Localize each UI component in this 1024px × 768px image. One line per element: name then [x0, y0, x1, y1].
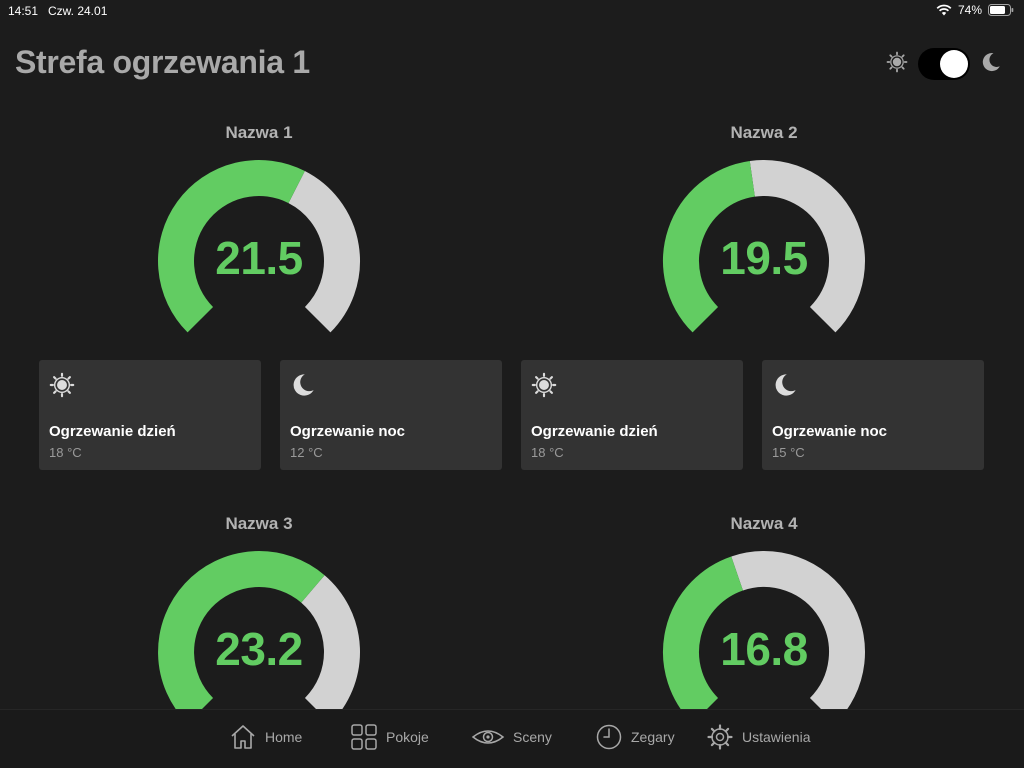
- gauge-name: Nazwa 4: [730, 514, 798, 533]
- battery-percent: 74%: [957, 3, 982, 17]
- gauge-value: 21.5: [215, 232, 303, 284]
- nav-label: Sceny: [513, 729, 552, 745]
- day-night-switch: [886, 48, 1002, 80]
- gauge-fill-arc: [158, 160, 305, 333]
- status-indicators: 74%: [936, 3, 1014, 17]
- status-time: 14:51: [8, 4, 39, 18]
- sun-icon: [49, 372, 75, 398]
- nav-label: Ustawienia: [742, 729, 811, 745]
- gauge-1[interactable]: Nazwa 1 21.5: [149, 123, 369, 337]
- card-heating-day-2[interactable]: Ogrzewanie dzień 18 °C: [521, 360, 743, 470]
- card-heating-day-1[interactable]: Ogrzewanie dzień 18 °C: [39, 360, 261, 470]
- nav-label: Home: [265, 729, 303, 745]
- nav-item-scenes[interactable]: Sceny: [471, 723, 552, 751]
- card-title: Ogrzewanie noc: [772, 423, 888, 440]
- moon-icon: [290, 372, 316, 398]
- card-title: Ogrzewanie noc: [290, 423, 406, 440]
- wifi-icon: [936, 4, 952, 16]
- page-title: Strefa ogrzewania 1: [15, 44, 310, 80]
- card-temperature: 18 °C: [531, 445, 564, 460]
- toggle-knob: [940, 50, 968, 78]
- gauge-name: Nazwa 1: [225, 123, 293, 142]
- nav-item-home[interactable]: Home: [229, 723, 302, 751]
- moon-icon: [980, 51, 1002, 78]
- gauge-fill-arc: [663, 161, 756, 333]
- gauge-dial: 21.5: [149, 157, 369, 337]
- gauge-name: Nazwa 2: [730, 123, 798, 142]
- gauge-track-arc: [287, 171, 360, 333]
- gauge-track-arc: [731, 551, 865, 724]
- card-heating-night-2[interactable]: Ogrzewanie noc 15 °C: [762, 360, 984, 470]
- status-date: Czw. 24.01: [48, 4, 108, 18]
- clock-icon: [595, 723, 623, 751]
- eye-icon: [471, 723, 505, 751]
- gauge-3[interactable]: Nazwa 3 23.2: [149, 514, 369, 728]
- sun-icon: [531, 372, 557, 398]
- battery-icon: [988, 4, 1014, 16]
- nav-item-settings[interactable]: Ustawienia: [706, 723, 810, 751]
- gauge-name: Nazwa 3: [225, 514, 293, 533]
- card-title: Ogrzewanie dzień: [531, 423, 658, 440]
- sun-icon: [886, 51, 908, 78]
- gauge-value: 16.8: [720, 623, 808, 675]
- nav-label: Pokoje: [386, 729, 429, 745]
- gauge-dial: 23.2: [149, 548, 369, 728]
- home-icon: [229, 723, 257, 751]
- gauge-value: 23.2: [215, 623, 303, 675]
- nav-item-rooms[interactable]: Pokoje: [350, 723, 429, 751]
- status-bar: 14:51 Czw. 24.01 74%: [0, 0, 1024, 22]
- card-title: Ogrzewanie dzień: [49, 423, 176, 440]
- gauge-fill-arc: [663, 556, 744, 724]
- bottom-nav: Home Pokoje Sceny: [0, 709, 1024, 768]
- nav-label: Zegary: [631, 729, 675, 745]
- gauge-track-arc: [300, 575, 360, 724]
- grid-icon: [350, 723, 378, 751]
- nav-item-timers[interactable]: Zegary: [595, 723, 675, 751]
- card-temperature: 12 °C: [290, 445, 323, 460]
- gauge-value: 19.5: [720, 232, 808, 284]
- gear-icon: [706, 723, 734, 751]
- card-heating-night-1[interactable]: Ogrzewanie noc 12 °C: [280, 360, 502, 470]
- card-temperature: 18 °C: [49, 445, 82, 460]
- gauge-track-arc: [749, 160, 865, 333]
- card-temperature: 15 °C: [772, 445, 805, 460]
- day-night-toggle[interactable]: [918, 48, 970, 80]
- gauge-fill-arc: [158, 551, 325, 724]
- gauge-2[interactable]: Nazwa 2 19.5: [654, 123, 874, 337]
- gauge-dial: 19.5: [654, 157, 874, 337]
- moon-icon: [772, 372, 798, 398]
- gauge-dial: 16.8: [654, 548, 874, 728]
- gauge-4[interactable]: Nazwa 4 16.8: [654, 514, 874, 728]
